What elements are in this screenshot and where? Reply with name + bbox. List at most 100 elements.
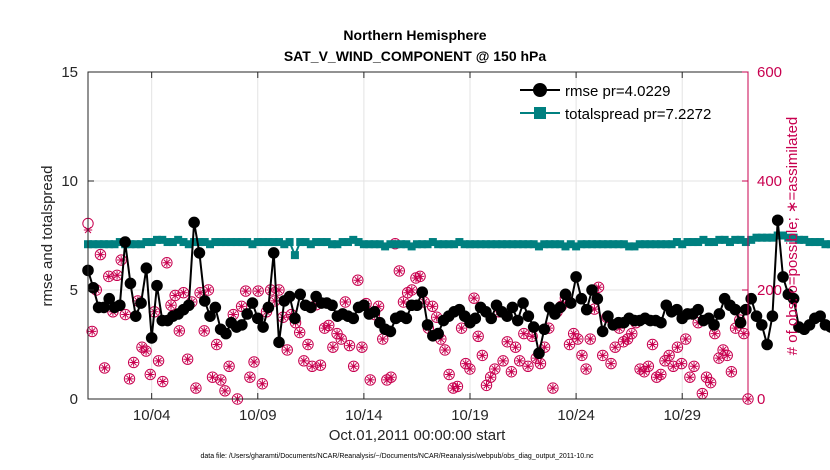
obs-assimilated-point [253, 286, 263, 296]
rmse-point [777, 271, 789, 283]
totalspread-point [641, 240, 650, 249]
totalspread-point [720, 235, 729, 244]
obs-assimilated-point [511, 343, 520, 352]
totalspread-point [779, 231, 788, 240]
rmse-point [347, 312, 360, 325]
totalspread-point [683, 238, 692, 247]
rmse-point [267, 247, 280, 259]
obs-possible-point [161, 257, 173, 269]
totalspread-point [195, 238, 204, 247]
obs-possible-point [136, 341, 148, 353]
totalspread-point [577, 240, 586, 249]
rmse-point [140, 262, 153, 275]
obs-possible-point [165, 299, 177, 311]
legend-rmse-marker [533, 83, 547, 97]
totalspread-point [312, 238, 321, 247]
obs-possible-point [580, 363, 592, 375]
obs-possible-point [314, 359, 327, 371]
totalspread-point [163, 238, 172, 247]
obs-assimilated-point [627, 329, 636, 338]
obs-possible-point [323, 319, 335, 332]
rmse-point [183, 299, 195, 312]
obs-possible-point [576, 349, 588, 362]
totalspread-point [397, 240, 406, 249]
obs-assimilated-point [465, 364, 475, 374]
totalspread-point [784, 233, 793, 242]
rmse-point [671, 303, 683, 316]
obs-assimilated-point [598, 351, 607, 360]
rmse-point [501, 310, 513, 322]
rmse-point [326, 299, 338, 312]
totalspread-point [317, 238, 326, 247]
obs-assimilated-point [652, 373, 661, 382]
obs-assimilated-point [411, 273, 421, 283]
obs-possible-point [302, 338, 314, 351]
totalspread-point [428, 238, 437, 247]
totalspread-point [450, 240, 459, 249]
rmse-point [708, 319, 720, 331]
obs-assimilated-point [590, 304, 599, 314]
totalspread-point [301, 238, 310, 247]
rmse-point [236, 319, 248, 331]
obs-assimilated-point [216, 375, 226, 385]
rmse-point [220, 327, 232, 340]
obs-possible-point [219, 385, 231, 397]
legend-rmse-label: rmse pr=4.0229 [565, 83, 670, 100]
totalspread-point [322, 238, 331, 247]
rmse-point [124, 277, 137, 290]
obs-assimilated-point [415, 272, 425, 281]
obs-possible-point [140, 345, 152, 357]
obs-assimilated-point [353, 275, 363, 285]
totalspread-point [529, 240, 538, 249]
obs-assimilated-point [303, 340, 313, 349]
totalspread-point [343, 238, 352, 247]
totalspread-point [89, 240, 98, 249]
totalspread-point [646, 240, 655, 249]
obs-assimilated-point [540, 343, 549, 352]
totalspread-point [439, 240, 448, 249]
rmse-point [564, 297, 577, 309]
rmse-point [400, 312, 413, 325]
obs-assimilated-point [718, 345, 728, 355]
totalspread-point [269, 238, 278, 247]
obs-assimilated-point [328, 343, 338, 352]
obs-possible-point [439, 344, 451, 356]
obs-assimilated-point [449, 383, 458, 393]
obs-assimilated-point [664, 351, 674, 360]
obs-possible-point [455, 322, 468, 334]
obs-assimilated-point [606, 359, 616, 368]
obs-possible-point [605, 357, 617, 370]
totalspread-point [572, 242, 581, 251]
obs-assimilated-point [610, 343, 620, 352]
obs-assimilated-point [378, 334, 387, 344]
obs-assimilated-point [403, 288, 412, 297]
totalspread-point [678, 240, 687, 249]
rmse-point [745, 292, 757, 305]
rmse-point [533, 347, 545, 360]
obs-assimilated-point [432, 313, 441, 322]
obs-possible-point [248, 356, 260, 368]
obs-possible-point [127, 356, 140, 369]
totalspread-point [566, 240, 575, 249]
obs-assimilated-point [117, 255, 126, 265]
totalspread-point [237, 238, 246, 247]
obs-possible-point [343, 339, 356, 352]
obs-possible-point [173, 325, 186, 337]
rmse-point [511, 314, 524, 327]
obs-assimilated-point [100, 363, 109, 373]
obs-assimilated-point [482, 381, 491, 390]
x-tick-label: 10/19 [451, 407, 489, 424]
totalspread-point [232, 238, 241, 247]
totalspread-point [651, 240, 660, 249]
obs-possible-point [509, 341, 522, 353]
obs-assimilated-point [195, 288, 205, 297]
obs-assimilated-point [644, 362, 653, 371]
obs-possible-point [306, 360, 318, 372]
totalspread-point [545, 240, 554, 249]
obs-assimilated-point [320, 323, 329, 333]
obs-possible-point [364, 374, 376, 386]
totalspread-point [688, 238, 697, 247]
totalspread-point [471, 240, 480, 249]
obs-assimilated-point [200, 326, 209, 336]
totalspread-point [625, 242, 634, 251]
